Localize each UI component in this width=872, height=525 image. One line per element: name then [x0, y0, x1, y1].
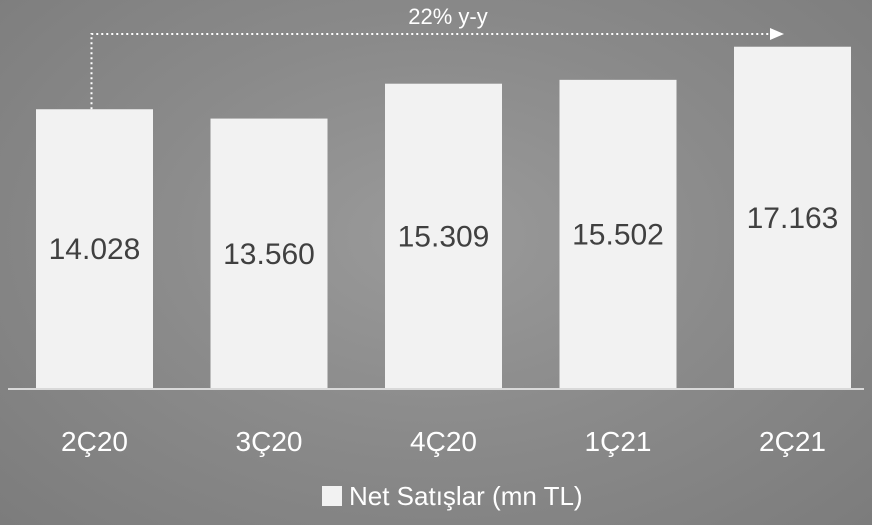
- value-label: 17.163: [747, 202, 839, 235]
- bar-4Ç20: [385, 83, 502, 390]
- bar-1Ç21: [559, 79, 677, 389]
- value-label: 15.309: [398, 220, 490, 253]
- x-tick-label: 3Ç20: [236, 426, 303, 457]
- legend: Net Satışlar (mn TL): [322, 481, 583, 511]
- growth-annotation-label: 22% y-y: [408, 4, 487, 29]
- x-tick-label: 2Ç21: [759, 426, 826, 457]
- x-tick-label: 1Ç21: [585, 426, 652, 457]
- legend-label: Net Satışlar (mn TL): [349, 481, 583, 511]
- growth-arrowhead: [770, 28, 784, 40]
- growth-arrow: [90, 33, 772, 110]
- growth-annotation: 22% y-y: [90, 4, 784, 110]
- x-tick-label: 2Ç20: [61, 426, 128, 457]
- value-label: 14.028: [49, 233, 141, 266]
- value-label: 15.502: [572, 218, 664, 251]
- bar-2Ç20: [36, 109, 153, 389]
- bar-2Ç21: [734, 46, 851, 390]
- legend-swatch: [322, 486, 342, 506]
- value-label: 13.560: [223, 238, 315, 271]
- bar-3Ç20: [210, 118, 328, 389]
- bars-layer: 14.028 2Ç20 13.560 3Ç20 15.309 4Ç20 15.502 1Ç21…: [36, 46, 851, 457]
- x-tick-label: 4Ç20: [410, 426, 477, 457]
